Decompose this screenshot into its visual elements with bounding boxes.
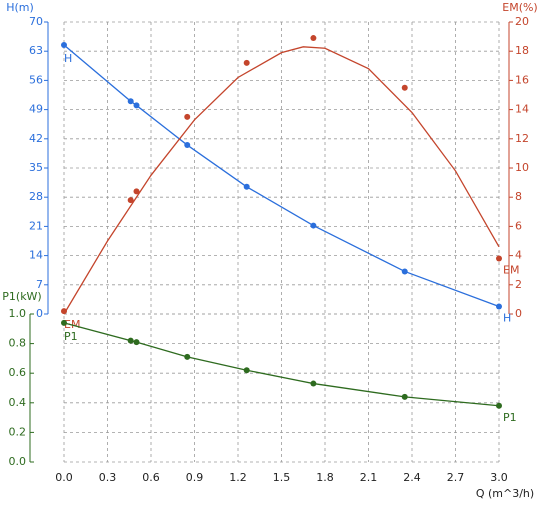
series-label: H xyxy=(64,52,72,65)
y2-tick-label: 8 xyxy=(515,190,522,203)
y-tick-label: 70 xyxy=(29,15,43,28)
x-tick-label: 0.6 xyxy=(142,471,160,484)
series-label: P1 xyxy=(503,411,517,424)
y2-tick-label: 12 xyxy=(515,132,529,145)
point xyxy=(184,142,191,149)
x-tick-label: 2.1 xyxy=(360,471,378,484)
y3-tick-label: 0.2 xyxy=(9,425,27,438)
x-tick-label: 2.7 xyxy=(447,471,465,484)
y2-tick-label: 4 xyxy=(515,249,522,262)
y-tick-label: 7 xyxy=(36,278,43,291)
point xyxy=(496,303,502,310)
point xyxy=(243,367,250,374)
series-label: H xyxy=(503,311,511,324)
series-label: P1 xyxy=(64,330,78,343)
point xyxy=(61,319,67,326)
y2-tick-label: 14 xyxy=(515,103,529,116)
y2-tick-label: 20 xyxy=(515,15,529,28)
point xyxy=(133,339,140,346)
point xyxy=(133,188,140,195)
point xyxy=(127,197,134,204)
point xyxy=(127,337,134,344)
x-tick-label: 0.9 xyxy=(186,471,204,484)
y3-tick-label: 0.4 xyxy=(9,396,27,409)
point xyxy=(310,380,317,387)
point xyxy=(310,35,317,42)
y3-tick-label: 1.0 xyxy=(9,307,27,320)
x-tick-label: 1.5 xyxy=(273,471,291,484)
point xyxy=(401,84,408,91)
point xyxy=(243,59,250,66)
y2-tick-label: 16 xyxy=(515,73,529,86)
point xyxy=(133,102,140,109)
y2-tick-label: 0 xyxy=(515,307,522,320)
x-tick-label: 3.0 xyxy=(490,471,508,484)
x-tick-label: 1.2 xyxy=(229,471,247,484)
point xyxy=(496,402,502,409)
fit-curve xyxy=(63,46,500,315)
point xyxy=(401,268,408,275)
y2-tick-label: 2 xyxy=(515,278,522,291)
point xyxy=(496,255,502,262)
y2-tick-label: 6 xyxy=(515,219,522,232)
x-tick-label: 1.8 xyxy=(316,471,334,484)
point xyxy=(243,183,250,190)
point xyxy=(61,308,67,315)
y-tick-label: 21 xyxy=(29,219,43,232)
y-tick-label: 49 xyxy=(29,103,43,116)
y3-tick-label: 0.8 xyxy=(9,337,27,350)
point xyxy=(127,98,134,105)
y-tick-label: 35 xyxy=(29,161,43,174)
y-tick-label: 28 xyxy=(29,190,43,203)
point xyxy=(184,353,191,360)
y-tick-label: 56 xyxy=(29,73,43,86)
point xyxy=(184,113,191,120)
point xyxy=(61,41,67,48)
y3-tick-label: 0.0 xyxy=(9,455,27,468)
y-tick-label: 0 xyxy=(36,307,43,320)
y3-tick-label: 0.6 xyxy=(9,366,27,379)
y-tick-label: 63 xyxy=(29,44,43,57)
series-label: EM xyxy=(503,264,519,277)
x-axis-label: Q (m^3/h) xyxy=(476,487,534,500)
y3-axis-label: P1(kW) xyxy=(2,290,41,303)
y2-tick-label: 18 xyxy=(515,44,529,57)
y2-tick-label: 10 xyxy=(515,161,529,174)
y-tick-label: 14 xyxy=(29,249,43,262)
point xyxy=(310,222,317,229)
y-tick-label: 42 xyxy=(29,132,43,145)
x-tick-label: 0.0 xyxy=(55,471,73,484)
y2-axis-label: EM(%) xyxy=(502,1,537,14)
point xyxy=(401,393,408,400)
x-tick-label: 2.4 xyxy=(403,471,421,484)
x-tick-label: 0.3 xyxy=(99,471,117,484)
y-axis-label: H(m) xyxy=(6,1,34,14)
